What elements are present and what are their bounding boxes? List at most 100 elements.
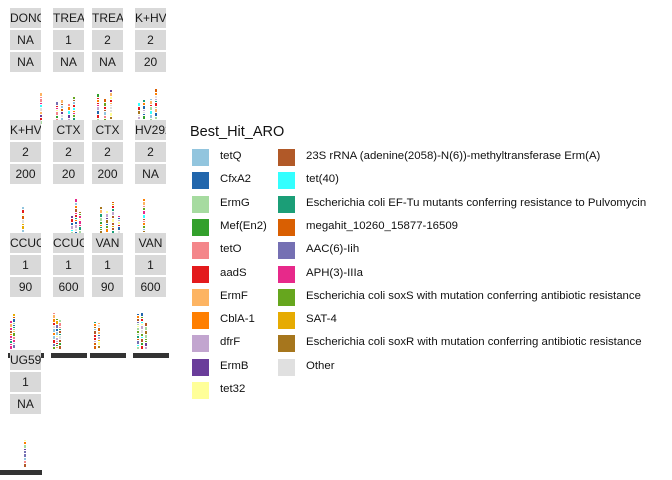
bar-segment xyxy=(155,103,157,106)
bar-segment xyxy=(13,345,15,348)
bar-segment xyxy=(112,219,114,222)
bar-segment xyxy=(143,100,145,102)
legend-key-label: ErmF xyxy=(220,289,248,302)
bar-segment xyxy=(59,323,61,326)
facet-strip-text: 90 xyxy=(100,280,115,294)
bar-segment xyxy=(141,343,143,345)
bar-segment xyxy=(155,107,157,108)
bar-segment xyxy=(13,337,15,339)
bar-segment xyxy=(56,110,58,111)
bar-segment xyxy=(100,214,102,217)
bar-segment xyxy=(68,107,70,110)
legend-key-swatch xyxy=(190,333,211,355)
bar-segment xyxy=(10,339,12,340)
bar-segment xyxy=(22,230,24,232)
bar-segment xyxy=(10,334,12,335)
bar-segment xyxy=(110,97,112,99)
bar-segment xyxy=(118,220,120,221)
facet-strip-label: 1 xyxy=(53,255,84,275)
bar-segment xyxy=(53,319,55,322)
bar-segment xyxy=(71,219,73,222)
bar-segment xyxy=(141,322,143,323)
bar-segment xyxy=(137,331,139,333)
bar-segment xyxy=(137,347,139,349)
facet-strip-text: 1 xyxy=(22,258,29,272)
bar-segment xyxy=(106,214,108,217)
facet-strip-label: K+HV29 xyxy=(10,120,41,140)
facet-plot xyxy=(133,313,169,358)
bar-segment xyxy=(53,315,55,318)
legend-key-label: ErmG xyxy=(220,196,250,209)
bar-segment xyxy=(24,449,26,450)
bar-segment xyxy=(61,104,63,105)
bar-segment xyxy=(112,228,114,230)
legend-key-label: tet32 xyxy=(220,383,246,395)
bar-segment xyxy=(143,215,145,218)
bar-segment xyxy=(112,209,114,211)
legend-key-swatch xyxy=(276,286,297,308)
bar-segment xyxy=(100,229,102,230)
facet-strip-label: 2 xyxy=(135,142,166,162)
bar-segment xyxy=(141,317,143,318)
legend-key-swatch xyxy=(276,263,297,285)
bar-segment xyxy=(104,116,106,118)
bar-segment xyxy=(75,225,77,228)
bar-segment xyxy=(40,103,42,104)
bar-segment xyxy=(104,110,106,111)
bar-segment xyxy=(112,226,114,227)
facet-panel: K+HV29 2 20 xyxy=(135,8,166,126)
bar-segment xyxy=(59,329,61,330)
facet-strip-text: 2 xyxy=(104,145,111,159)
bar-segment xyxy=(75,209,77,212)
bar-segment xyxy=(97,94,99,97)
facet-plot xyxy=(56,97,75,125)
bar-segment xyxy=(97,100,99,102)
bar-segment xyxy=(104,112,106,115)
bar-segment xyxy=(137,314,139,315)
legend-key-label: dfrF xyxy=(220,336,241,349)
bar-segment xyxy=(143,110,145,111)
facet-panel: CCUG 1 90 xyxy=(8,233,44,358)
bar-segment xyxy=(110,107,112,109)
bar-segment xyxy=(141,339,143,342)
facet-strip-text: CTX xyxy=(56,123,81,137)
facet-panel: K+HV29 2 200 xyxy=(10,120,41,238)
bar-segment xyxy=(100,231,102,234)
bar-segment xyxy=(68,104,70,106)
facet-plot xyxy=(51,313,87,358)
facet-strip-label: 2 xyxy=(92,30,123,50)
bar-segment xyxy=(73,113,75,114)
facet-panel: DONOR NA NA xyxy=(10,8,42,126)
bar-segment xyxy=(59,346,61,349)
legend-key-label: ErmB xyxy=(220,359,249,372)
bar-segment xyxy=(40,118,42,120)
bar-segment xyxy=(61,118,63,120)
facet-strip-label: 20 xyxy=(53,164,84,184)
facet-strip-label: TREAT xyxy=(92,8,123,28)
bar-segment xyxy=(73,115,75,117)
facet-plot xyxy=(97,90,112,126)
bar-segment xyxy=(13,314,15,316)
legend-key-swatch xyxy=(190,380,211,401)
bar-segment xyxy=(155,89,157,92)
bar-segment xyxy=(97,111,99,114)
bar-segment xyxy=(59,340,61,342)
legend-key-label: Mef(En2) xyxy=(220,219,267,232)
bar-segment xyxy=(137,345,139,346)
bar-segment xyxy=(53,333,55,335)
facet-panel: VAN 1 600 xyxy=(133,233,169,358)
bar-segment xyxy=(59,320,61,322)
legend-key-swatch xyxy=(190,193,211,215)
bar-segment xyxy=(100,207,102,209)
bar-segment xyxy=(79,219,81,220)
bar-segment xyxy=(22,207,24,209)
facet-strip-label: 200 xyxy=(92,164,123,184)
facet-strip-label: NA xyxy=(10,52,41,72)
bar-segment xyxy=(13,319,15,322)
legend-key-swatch xyxy=(276,310,297,332)
bar-segment xyxy=(110,93,112,96)
facet-strip-text: 20 xyxy=(143,55,158,69)
bar-segment xyxy=(75,218,77,219)
legend-key-swatch xyxy=(190,240,211,262)
